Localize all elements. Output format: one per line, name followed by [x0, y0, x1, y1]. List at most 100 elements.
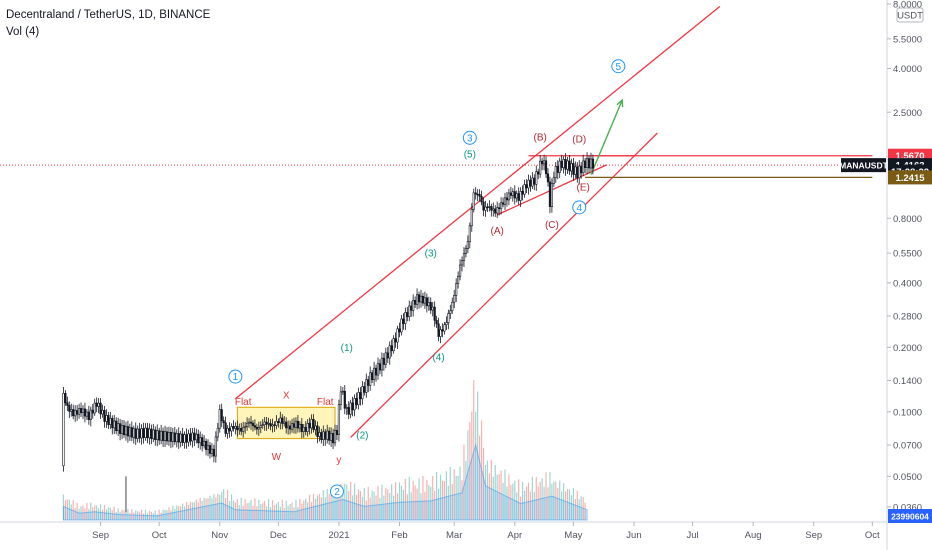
candle-body — [499, 202, 503, 210]
candle-body — [412, 299, 415, 311]
candle-body — [441, 329, 444, 332]
volume-bar — [267, 499, 270, 520]
candle-body — [570, 163, 573, 172]
volume-bar — [486, 460, 489, 520]
candle-body — [148, 428, 151, 439]
candle-body — [130, 427, 133, 438]
candle-body — [390, 345, 393, 352]
volume-bar — [133, 512, 135, 520]
y-tick-label: 4.0000 — [893, 64, 922, 75]
candle-body — [277, 421, 280, 423]
candle-body — [195, 433, 198, 441]
candle-body — [382, 357, 385, 365]
candle-body — [83, 408, 87, 417]
candle-body — [369, 372, 372, 386]
candle-body — [103, 410, 106, 422]
candle-body — [578, 165, 581, 179]
candle-body — [160, 430, 163, 441]
volume-bar — [228, 500, 231, 520]
volume-bar — [269, 507, 272, 520]
candle-body — [357, 392, 360, 406]
ticker-tag — [841, 158, 886, 173]
volume-bar — [246, 503, 248, 520]
volume-bar — [78, 508, 80, 520]
candle-body — [410, 305, 413, 311]
candle-body — [206, 445, 210, 450]
candle-body — [99, 402, 102, 415]
volume-bar — [363, 488, 365, 520]
x-tick-label: Sep — [92, 530, 109, 541]
volume-bar — [498, 474, 500, 520]
candle-body — [279, 417, 282, 423]
candle-body — [585, 158, 589, 169]
candle-body — [255, 426, 258, 430]
candle-body — [167, 431, 171, 442]
y-tick-label: 0.1400 — [893, 376, 922, 387]
volume-bar — [576, 490, 578, 520]
volume-bars — [62, 380, 588, 521]
candle-body — [339, 391, 342, 405]
volume-bar — [437, 488, 440, 520]
candle-body — [197, 433, 200, 444]
x-tick-label: Dec — [270, 530, 287, 541]
volume-bar — [338, 492, 340, 520]
volume-bar — [361, 496, 363, 520]
candle-body — [222, 420, 225, 424]
volume-bar — [271, 500, 274, 520]
candle-body — [204, 440, 208, 450]
volume-bar — [559, 480, 561, 520]
candle-body — [527, 179, 530, 189]
candle-body — [447, 313, 450, 323]
candle-body — [181, 433, 184, 443]
candle-body — [476, 193, 479, 196]
candle-body — [171, 432, 174, 442]
candle-body — [498, 207, 501, 210]
wave-label: (4) — [432, 353, 444, 364]
volume-bar — [209, 495, 211, 520]
volume-bar — [555, 481, 557, 520]
candle-body — [244, 426, 247, 428]
volume-bar — [164, 509, 166, 520]
volume-bar — [76, 502, 78, 520]
candle-body — [486, 206, 489, 209]
wave-label: y — [336, 455, 341, 466]
candle-body — [576, 166, 579, 179]
volume-bar — [414, 485, 416, 520]
volume-bar — [232, 500, 235, 520]
candle-body — [246, 422, 249, 427]
candle-body — [564, 159, 567, 170]
volume-bar — [574, 499, 576, 520]
volume-bar — [217, 493, 219, 520]
candle-body — [523, 184, 526, 195]
candle-body — [544, 160, 548, 175]
candle-body — [120, 425, 124, 434]
candle-body — [331, 433, 335, 444]
volume-bar — [545, 472, 547, 520]
wave-circle — [228, 369, 243, 384]
candle-body — [398, 328, 401, 333]
candle-body — [304, 427, 307, 432]
candle-body — [263, 421, 266, 426]
volume-bar — [553, 481, 555, 520]
candle-body — [591, 158, 595, 169]
candle-body — [429, 302, 432, 311]
volume-bar — [275, 503, 278, 520]
volume-bar — [496, 474, 498, 520]
candle-body — [458, 264, 462, 277]
volume-value-label — [888, 509, 932, 523]
x-tick-label: Feb — [391, 530, 407, 541]
volume-bar — [350, 481, 352, 520]
candle-body — [353, 398, 356, 411]
volume-indicator-label: Vol (4) — [6, 26, 40, 38]
candle-body — [417, 294, 421, 303]
candle-body — [402, 318, 405, 324]
wave-label: (1) — [341, 343, 353, 354]
y-tick-label: 2.5000 — [893, 108, 922, 119]
volume-bar — [549, 471, 551, 520]
volume-bar — [533, 492, 535, 520]
volume-bar — [88, 509, 90, 520]
candle-body — [77, 408, 81, 415]
volume-bar — [160, 512, 162, 520]
candle-body — [582, 160, 585, 174]
